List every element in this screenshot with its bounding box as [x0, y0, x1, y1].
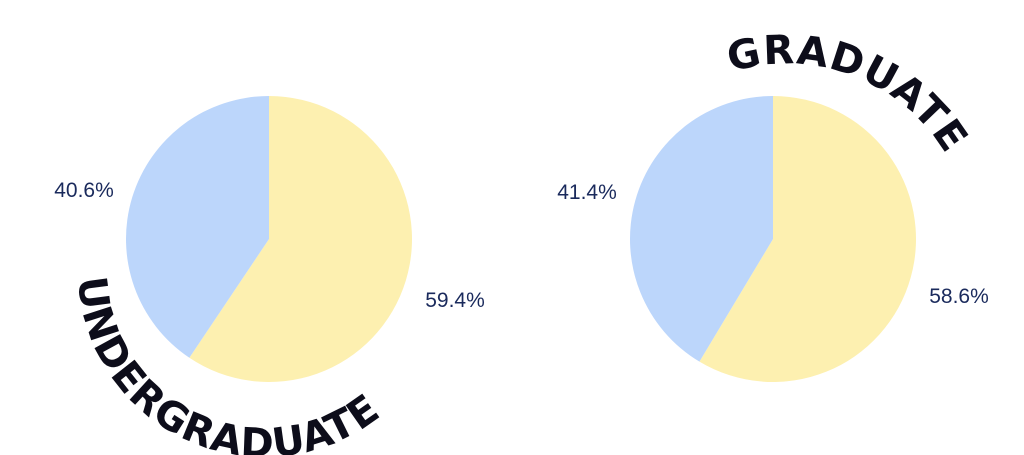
pie-chart-undergraduate: 40.6% 59.4%: [54, 96, 485, 383]
undergraduate-percent-label: 59.4%: [425, 289, 485, 312]
undergraduate-percent-label: 40.6%: [54, 179, 114, 202]
pie-chart-graduate: 41.4% 58.6%: [557, 95, 989, 382]
graduate-slice-yellow: [699, 96, 916, 382]
graduate-percent-label: 41.4%: [557, 181, 617, 204]
undergraduate-slice-blue: [126, 96, 269, 358]
graduate-percent-label: 58.6%: [929, 285, 989, 308]
graduate-slice-blue: [629, 95, 773, 362]
undergraduate-slice-yellow: [189, 96, 413, 383]
